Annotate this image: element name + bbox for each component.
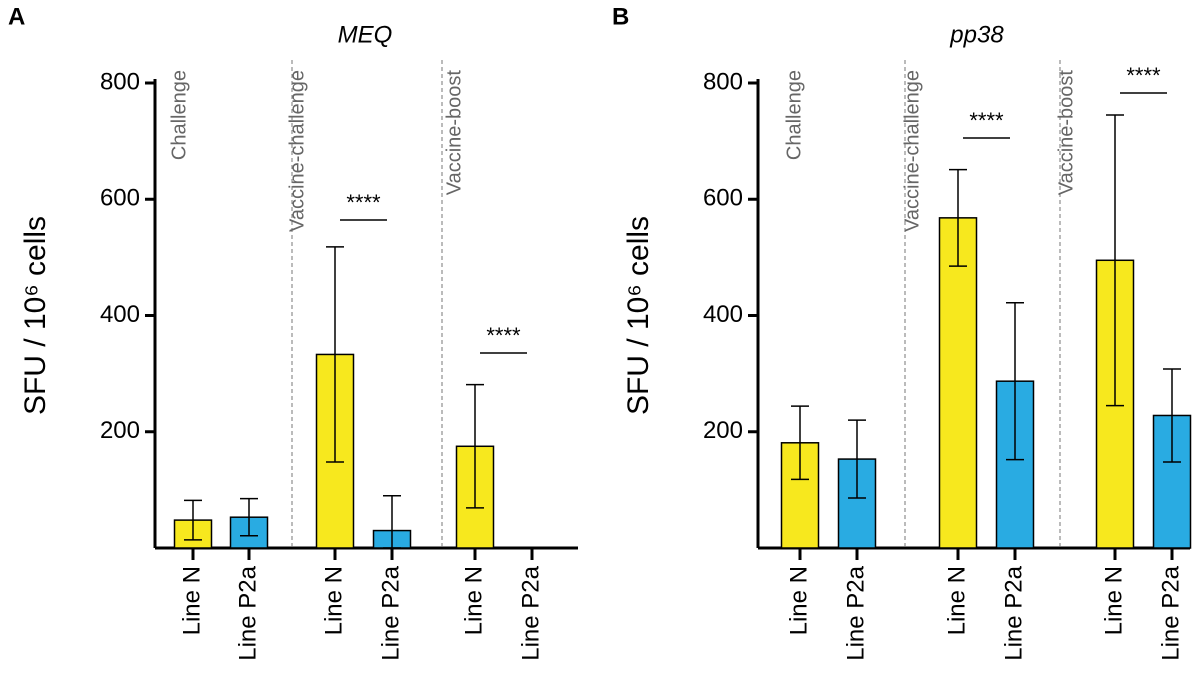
x-tick-label: Line P2a <box>842 565 869 660</box>
x-tick-label: Line N <box>1100 566 1127 635</box>
group-label: Vaccine-boost <box>1055 70 1077 196</box>
group-label: Vaccine-boost <box>443 70 465 196</box>
y-axis-label: SFU / 10⁶ cells <box>622 216 655 415</box>
x-tick-label: Line N <box>178 566 205 635</box>
y-tick-label: 800 <box>703 68 743 95</box>
error-bar <box>383 494 401 549</box>
error-bar <box>848 419 866 499</box>
panel-letter: A <box>8 3 25 30</box>
panel-letter: B <box>612 3 629 30</box>
y-tick-label: 200 <box>703 417 743 444</box>
chart-title: pp38 <box>949 21 1004 48</box>
y-tick-label: 600 <box>100 185 140 212</box>
error-bar <box>240 497 258 537</box>
chart-title: MEQ <box>338 21 393 48</box>
significance-label: **** <box>486 323 521 348</box>
group-label: Challenge <box>783 70 805 160</box>
group-label: Challenge <box>168 70 190 160</box>
x-tick-label: Line P2a <box>517 565 544 660</box>
error-bar <box>326 246 344 463</box>
error-bar <box>1106 114 1124 407</box>
error-bar <box>184 499 202 541</box>
y-tick-label: 400 <box>703 301 743 328</box>
x-tick-label: Line P2a <box>234 565 261 660</box>
bar <box>938 217 978 549</box>
group-label: Vaccine-challenge <box>901 70 923 232</box>
significance-label: **** <box>969 108 1004 133</box>
y-tick-label: 400 <box>100 301 140 328</box>
x-tick-label: Line N <box>943 566 970 635</box>
x-tick-label: Line P2a <box>377 565 404 660</box>
x-tick-label: Line P2a <box>1157 565 1184 660</box>
error-bar <box>1006 301 1024 461</box>
significance-label: **** <box>1126 63 1161 88</box>
y-axis-label: SFU / 10⁶ cells <box>19 216 52 415</box>
error-bar <box>791 405 809 481</box>
x-tick-label: Line N <box>785 566 812 635</box>
error-bar <box>949 168 967 267</box>
significance-label: **** <box>346 190 381 215</box>
error-bar <box>466 383 484 509</box>
x-tick-label: Line N <box>460 566 487 635</box>
x-tick-label: Line P2a <box>1000 565 1027 660</box>
y-tick-label: 200 <box>100 417 140 444</box>
error-bar <box>1163 368 1181 463</box>
y-tick-label: 600 <box>703 185 743 212</box>
y-tick-label: 800 <box>100 68 140 95</box>
x-tick-label: Line N <box>320 566 347 635</box>
group-label: Vaccine-challenge <box>286 70 308 232</box>
